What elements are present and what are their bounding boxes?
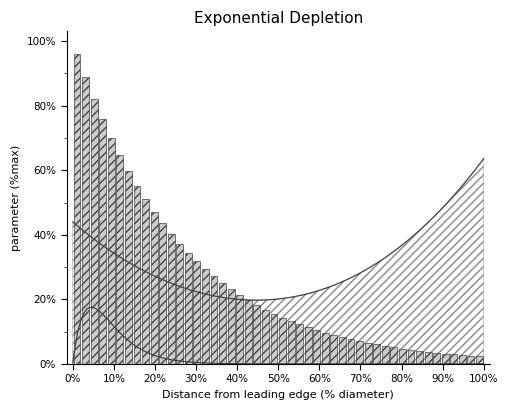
Bar [398, 349, 405, 364]
Bar [270, 314, 277, 364]
Bar [475, 356, 482, 364]
Bar [321, 332, 328, 364]
Bar [449, 354, 456, 364]
Polygon shape [73, 159, 483, 364]
Bar [330, 335, 336, 364]
X-axis label: Distance from leading edge (% diameter): Distance from leading edge (% diameter) [162, 390, 393, 400]
Bar [253, 305, 260, 364]
Title: Exponential Depletion: Exponential Depletion [193, 11, 362, 26]
Bar [210, 277, 217, 364]
Bar [91, 99, 97, 364]
Bar [381, 346, 388, 364]
Bar [99, 119, 106, 364]
Bar [167, 234, 174, 364]
Bar [202, 269, 209, 364]
Bar [373, 344, 379, 364]
Bar [389, 347, 397, 364]
Bar [125, 171, 131, 364]
Bar [338, 337, 345, 364]
Bar [82, 77, 89, 364]
Bar [296, 324, 302, 364]
Bar [278, 318, 286, 364]
Bar [73, 54, 80, 364]
Bar [159, 223, 166, 364]
Bar [424, 352, 431, 364]
Bar [176, 244, 183, 364]
Y-axis label: parameter (%max): parameter (%max) [11, 145, 21, 251]
Bar [244, 300, 251, 364]
Bar [407, 350, 414, 364]
Bar [116, 155, 123, 364]
Bar [236, 295, 243, 364]
Bar [133, 186, 140, 364]
Bar [219, 283, 225, 364]
Bar [432, 353, 439, 364]
Bar [364, 343, 371, 364]
Bar [467, 356, 473, 364]
Bar [441, 353, 448, 364]
Bar [262, 309, 268, 364]
Bar [415, 351, 422, 364]
Bar [347, 339, 354, 364]
Bar [107, 138, 115, 364]
Bar [287, 321, 294, 364]
Bar [304, 327, 311, 364]
Bar [193, 261, 200, 364]
Bar [458, 355, 465, 364]
Bar [313, 330, 320, 364]
Bar [150, 212, 157, 364]
Bar [355, 341, 362, 364]
Bar [142, 199, 149, 364]
Bar [185, 253, 191, 364]
Bar [228, 289, 234, 364]
